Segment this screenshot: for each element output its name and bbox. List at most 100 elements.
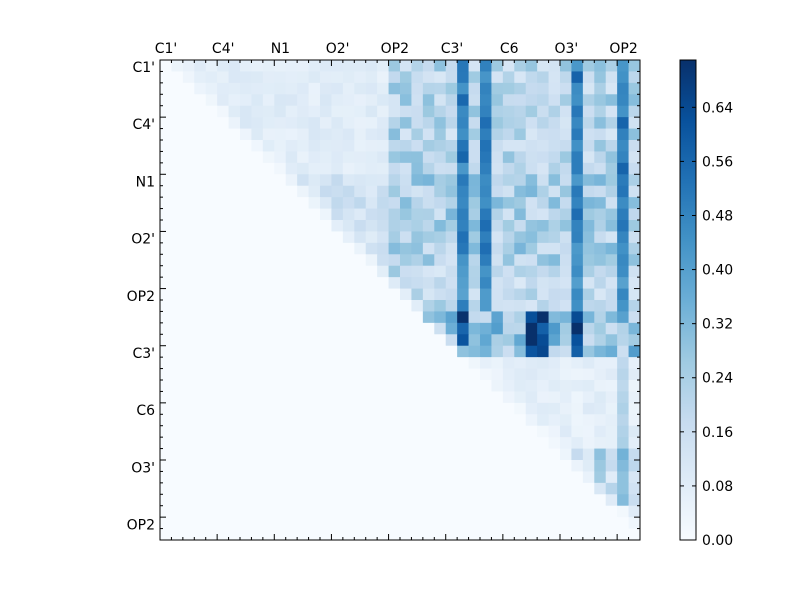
heatmap-cell [445,162,458,175]
colorbar-tick-label: 0.32 [702,317,733,333]
heatmap-cell [285,151,298,164]
heatmap-cell [274,231,287,244]
heatmap-cell [445,82,458,95]
heatmap-cell [354,117,367,129]
heatmap-cell [502,254,515,267]
heatmap-cell [240,322,252,335]
heatmap-cell [525,185,538,198]
heatmap-cell [422,117,435,129]
heatmap-cell [240,254,252,267]
heatmap-cell [617,242,629,255]
heatmap-cell [365,105,378,118]
heatmap-cell [560,345,572,358]
heatmap-cell [422,311,435,324]
heatmap-cell [480,322,492,335]
heatmap-cell [491,231,504,244]
heatmap-cell [411,368,424,381]
heatmap-cell [525,94,538,107]
heatmap-cell [628,482,641,495]
heatmap-cell [240,242,252,255]
heatmap-cell [171,288,184,301]
heatmap-cell [160,437,172,449]
heatmap-cell [205,254,218,267]
heatmap-cell [388,128,401,141]
heatmap-cell [274,391,287,404]
heatmap-cell [182,242,195,255]
heatmap-cell [388,220,401,232]
heatmap-cell [274,60,287,72]
heatmap-cell [365,82,378,95]
heatmap-cell [217,505,229,518]
heatmap-cell [377,402,389,415]
heatmap-cell [262,288,275,301]
heatmap-cell [594,505,607,518]
heatmap-cell [285,437,298,449]
heatmap-cell [262,277,275,289]
heatmap-cell [182,505,195,518]
heatmap-cell [537,528,549,541]
heatmap-cell [537,82,549,95]
heatmap-cell [548,437,561,449]
heatmap-cell [331,311,344,324]
heatmap-cell [274,517,287,529]
heatmap-cell [354,174,367,187]
heatmap-cell [262,322,275,335]
heatmap-cell [491,391,504,404]
heatmap-cell [594,117,607,129]
heatmap-cell [514,368,527,381]
heatmap-cell [297,368,309,381]
heatmap-cell [285,505,298,518]
heatmap-cell [388,94,401,107]
heatmap-cell [560,162,572,175]
heatmap-cell [194,402,207,415]
heatmap-cell [457,482,469,495]
heatmap-cell [354,128,367,141]
heatmap-cell [605,162,618,175]
heatmap-cell [297,208,309,221]
heatmap-cell [274,300,287,312]
heatmap-cell [388,140,401,152]
heatmap-cell [240,94,252,107]
heatmap-cell [308,140,321,152]
heatmap-cell [571,265,584,278]
heatmap-cell [571,494,584,507]
heatmap-cell [160,254,172,267]
heatmap-cell [365,380,378,392]
heatmap-cell [171,82,184,95]
heatmap-cell [217,71,229,84]
heatmap-cell [285,357,298,369]
heatmap-cell [297,345,309,358]
heatmap-cell [468,174,481,187]
heatmap-cell [320,185,332,198]
heatmap-cell [251,254,264,267]
heatmap-cell [628,242,641,255]
heatmap-cell [171,277,184,289]
heatmap-cell [251,300,264,312]
heatmap-cell [342,220,355,232]
heatmap-cell [411,448,424,461]
heatmap-cell [445,402,458,415]
heatmap-cell [468,517,481,529]
heatmap-cell [308,174,321,187]
heatmap-cell [594,174,607,187]
y-tick-label: O3' [131,460,155,476]
heatmap-cell [320,391,332,404]
heatmap-cell [445,414,458,427]
heatmap-cell [388,437,401,449]
heatmap-cell [525,471,538,484]
x-tick-label: OP2 [381,41,409,57]
heatmap-cell [262,368,275,381]
heatmap-cell [320,60,332,72]
heatmap-cell [537,494,549,507]
heatmap-cell [354,482,367,495]
heatmap-cell [217,414,229,427]
heatmap-cell [491,254,504,267]
heatmap-cell [480,414,492,427]
heatmap-cell [594,380,607,392]
heatmap-cell [560,174,572,187]
heatmap-cell [571,402,584,415]
heatmap-cell [365,254,378,267]
heatmap-cell [514,300,527,312]
heatmap-cell [308,414,321,427]
heatmap-cell [308,334,321,347]
